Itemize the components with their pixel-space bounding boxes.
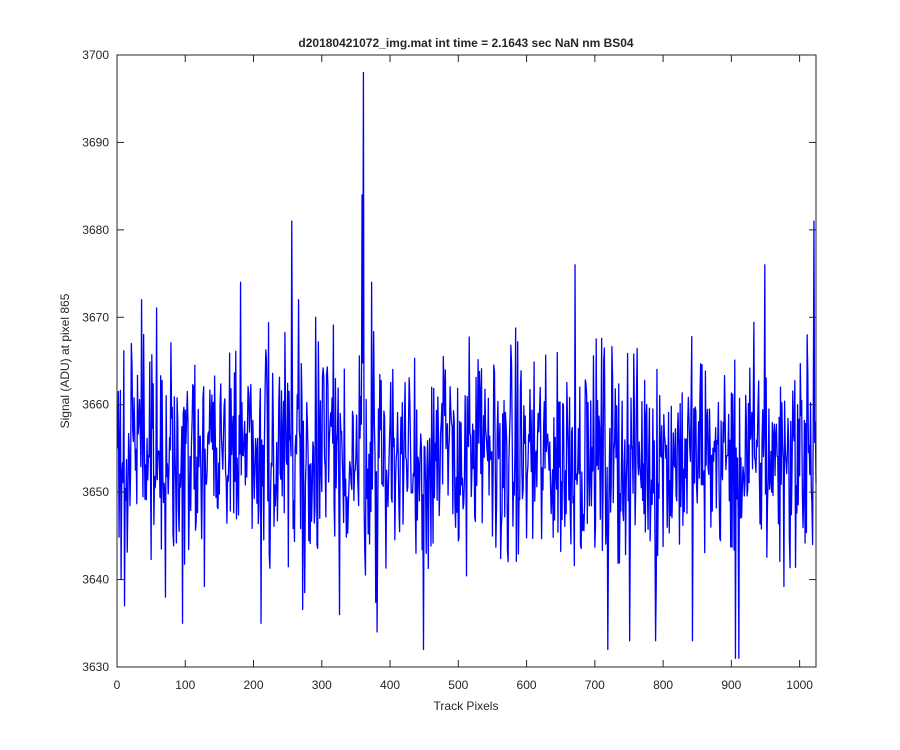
axes-box	[116, 54, 817, 668]
series-layer	[117, 71, 817, 659]
chart-title: d20180421072_img.mat int time = 2.1643 s…	[298, 36, 634, 50]
x-tick-label: 0	[114, 678, 121, 692]
x-tick-label: 100	[175, 678, 195, 692]
y-axis: 3630 3640 3650 3660 3670 3680 3690 3700	[82, 48, 816, 674]
y-axis-label: Signal (ADU) at pixel 865	[58, 293, 72, 428]
y-tick-label: 3670	[82, 310, 109, 324]
y-tick-label: 3690	[82, 135, 109, 149]
x-tick-label: 600	[517, 678, 537, 692]
y-tick-label: 3700	[82, 48, 109, 62]
y-tick-label: 3650	[82, 485, 109, 499]
x-tick-label: 200	[244, 678, 264, 692]
x-tick-label: 300	[312, 678, 332, 692]
x-tick-label: 900	[721, 678, 741, 692]
x-tick-label: 400	[380, 678, 400, 692]
x-tick-label: 500	[448, 678, 468, 692]
y-tick-label: 3640	[82, 573, 109, 587]
y-tick-label: 3660	[82, 398, 109, 412]
x-axis: 0 100 200 300 400 500 600 700 800 900 1000	[114, 55, 813, 692]
series-line	[117, 71, 817, 659]
y-tick-label: 3630	[82, 660, 109, 674]
x-tick-label: 800	[653, 678, 673, 692]
y-tick-label: 3680	[82, 223, 109, 237]
x-tick-label: 1000	[786, 678, 813, 692]
x-axis-label: Track Pixels	[434, 699, 499, 713]
x-tick-label: 700	[585, 678, 605, 692]
